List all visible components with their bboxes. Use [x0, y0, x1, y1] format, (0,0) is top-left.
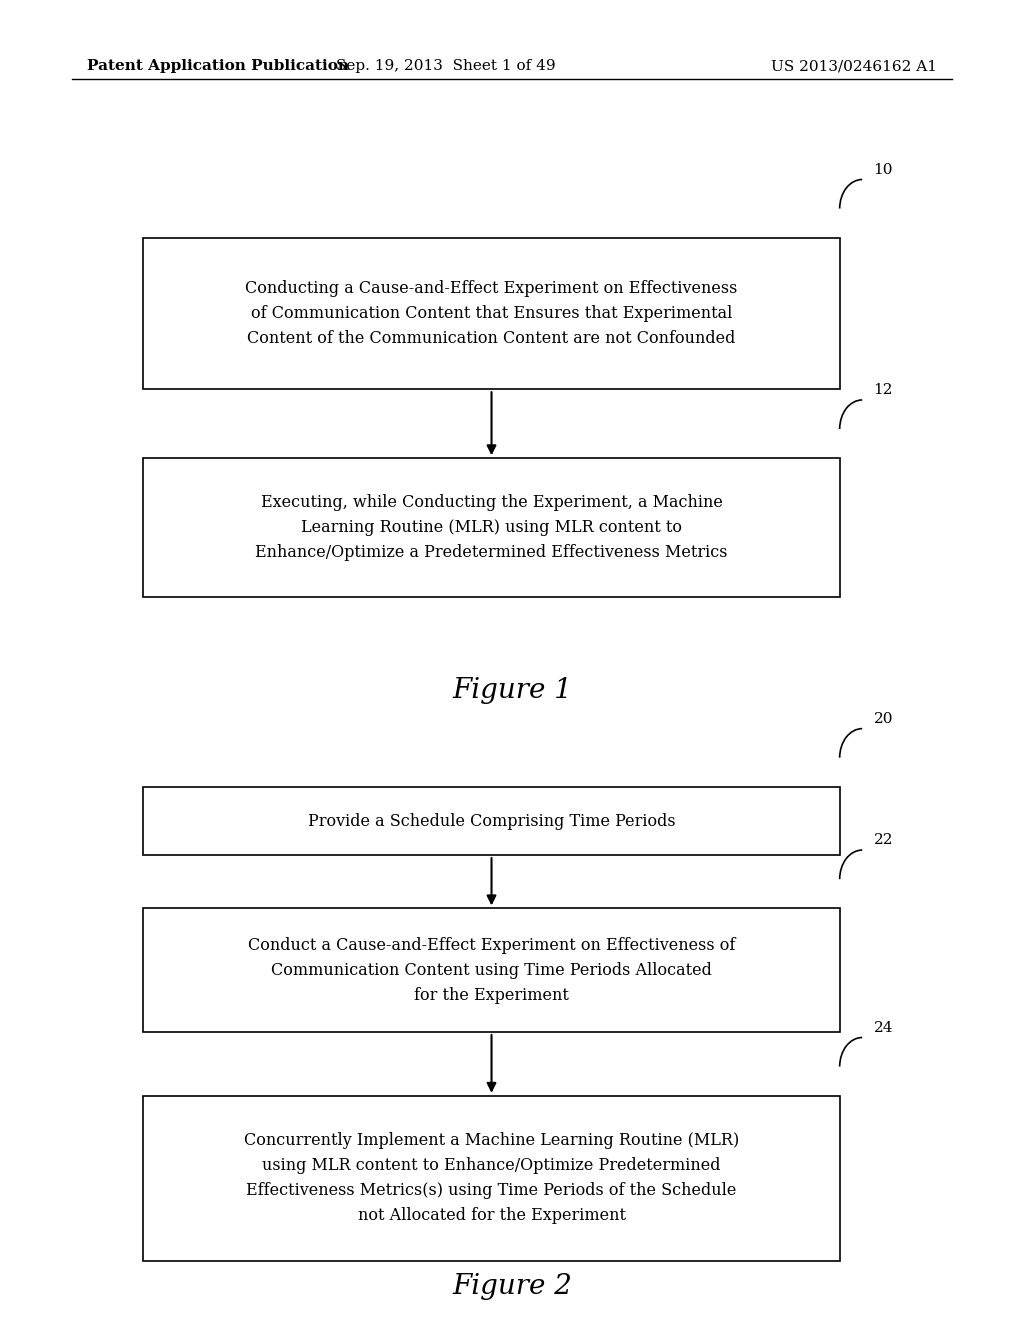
- Text: Provide a Schedule Comprising Time Periods: Provide a Schedule Comprising Time Perio…: [307, 813, 676, 829]
- Text: 12: 12: [873, 383, 893, 397]
- Text: Sep. 19, 2013  Sheet 1 of 49: Sep. 19, 2013 Sheet 1 of 49: [336, 59, 555, 74]
- Text: Patent Application Publication: Patent Application Publication: [87, 59, 349, 74]
- Text: Figure 1: Figure 1: [452, 677, 572, 704]
- Bar: [143, 238, 840, 389]
- Text: 10: 10: [873, 162, 893, 177]
- Text: 20: 20: [873, 711, 893, 726]
- Text: 24: 24: [873, 1020, 893, 1035]
- Text: Executing, while Conducting the Experiment, a Machine
Learning Routine (MLR) usi: Executing, while Conducting the Experime…: [255, 494, 728, 561]
- Text: Conducting a Cause-and-Effect Experiment on Effectiveness
of Communication Conte: Conducting a Cause-and-Effect Experiment…: [246, 280, 737, 347]
- Text: Concurrently Implement a Machine Learning Routine (MLR)
using MLR content to Enh: Concurrently Implement a Machine Learnin…: [244, 1133, 739, 1224]
- Text: 22: 22: [873, 833, 893, 847]
- Text: Figure 2: Figure 2: [452, 1274, 572, 1300]
- Text: US 2013/0246162 A1: US 2013/0246162 A1: [771, 59, 937, 74]
- Bar: [143, 458, 840, 597]
- Bar: [143, 1096, 840, 1261]
- Bar: [143, 787, 840, 855]
- Text: Conduct a Cause-and-Effect Experiment on Effectiveness of
Communication Content : Conduct a Cause-and-Effect Experiment on…: [248, 937, 735, 1003]
- Bar: [143, 908, 840, 1032]
